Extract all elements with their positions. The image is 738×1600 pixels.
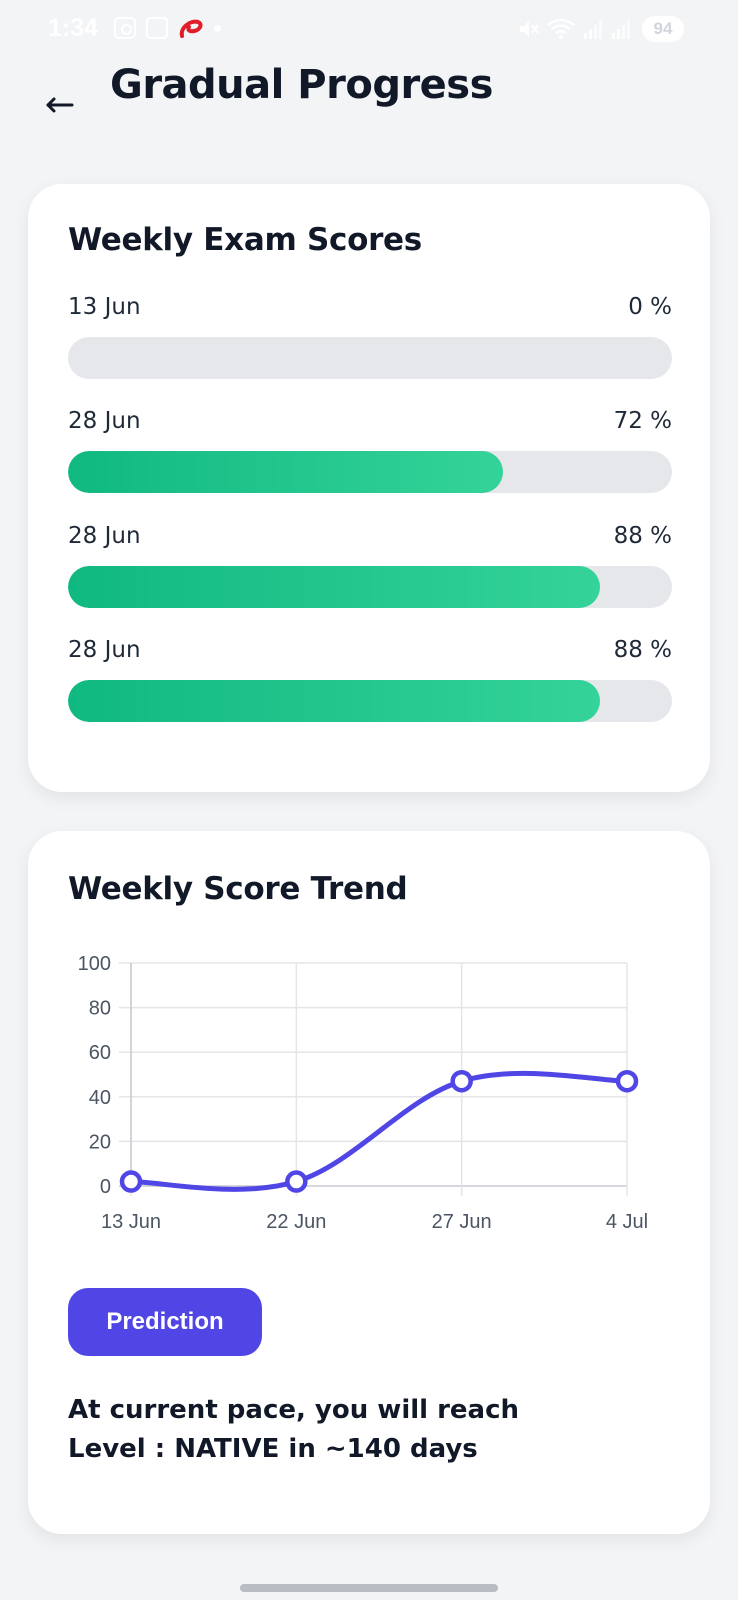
screenshot-icon xyxy=(114,17,136,39)
y-tick-label: 20 xyxy=(89,1131,111,1153)
weekly-exam-scores-card: Weekly Exam Scores 13 Jun 0 % 28 Jun 72 … xyxy=(28,184,710,792)
sim-icon xyxy=(146,17,168,39)
progress-bar-track xyxy=(68,337,672,379)
battery-icon: 94 xyxy=(642,16,684,42)
progress-bar-track xyxy=(68,680,672,722)
y-tick-label: 40 xyxy=(89,1087,111,1109)
notification-dot-icon xyxy=(214,25,221,32)
back-arrow-icon[interactable] xyxy=(44,94,76,116)
status-right-icons xyxy=(516,14,632,44)
home-indicator[interactable] xyxy=(240,1584,498,1592)
trend-title: Weekly Score Trend xyxy=(68,871,408,907)
score-trend-chart: 0 20 40 60 80 100 13 Jun 22 Jun 27 Jun 4 Jul xyxy=(78,953,649,1233)
score-date: 28 Jun xyxy=(68,637,141,663)
prediction-line-2: Level : NATIVE in ~140 days xyxy=(68,1434,478,1464)
wifi-icon xyxy=(547,18,575,39)
weekly-score-trend-card: Weekly Score Trend 0 20 40 60 80 100 13 Jun 22 … xyxy=(28,831,710,1534)
y-tick-label: 0 xyxy=(100,1176,111,1198)
prediction-text: At current pace, you will reach Level : … xyxy=(68,1391,668,1469)
data-point xyxy=(615,1069,639,1093)
signal-icon xyxy=(584,20,602,39)
status-bar: 1:34 xyxy=(0,0,738,58)
data-point xyxy=(450,1069,473,1093)
score-percent: 72 % xyxy=(613,408,672,434)
progress-bar-fill xyxy=(68,451,503,493)
status-time: 1:34 xyxy=(48,14,99,42)
data-point xyxy=(119,1170,143,1193)
data-point xyxy=(285,1170,308,1193)
progress-bar-fill xyxy=(68,566,600,608)
x-tick-label: 13 Jun xyxy=(101,1211,161,1233)
prediction-button[interactable]: Prediction xyxy=(68,1288,262,1356)
score-percent: 88 % xyxy=(613,637,672,663)
prediction-line-1: At current pace, you will reach xyxy=(68,1395,520,1425)
mute-icon xyxy=(520,21,539,37)
trend-line xyxy=(128,1070,630,1192)
page-title: Gradual Progress xyxy=(110,62,493,108)
x-tick-label: 27 Jun xyxy=(432,1211,492,1233)
score-date: 28 Jun xyxy=(68,523,141,549)
progress-bar-track xyxy=(68,451,672,493)
x-tick-label: 22 Jun xyxy=(266,1211,326,1233)
score-percent: 0 % xyxy=(628,294,672,320)
y-tick-label: 100 xyxy=(78,953,111,975)
y-tick-label: 80 xyxy=(89,998,111,1020)
progress-bar-fill xyxy=(68,680,600,722)
x-tick-label: 4 Jul xyxy=(606,1211,648,1233)
score-date: 28 Jun xyxy=(68,408,141,434)
exam-scores-title: Weekly Exam Scores xyxy=(68,222,422,258)
y-tick-label: 60 xyxy=(89,1042,111,1064)
score-percent: 88 % xyxy=(613,523,672,549)
carrier-logo-icon xyxy=(179,19,203,38)
signal-icon xyxy=(612,20,630,39)
score-date: 13 Jun xyxy=(68,294,141,320)
progress-bar-track xyxy=(68,566,672,608)
